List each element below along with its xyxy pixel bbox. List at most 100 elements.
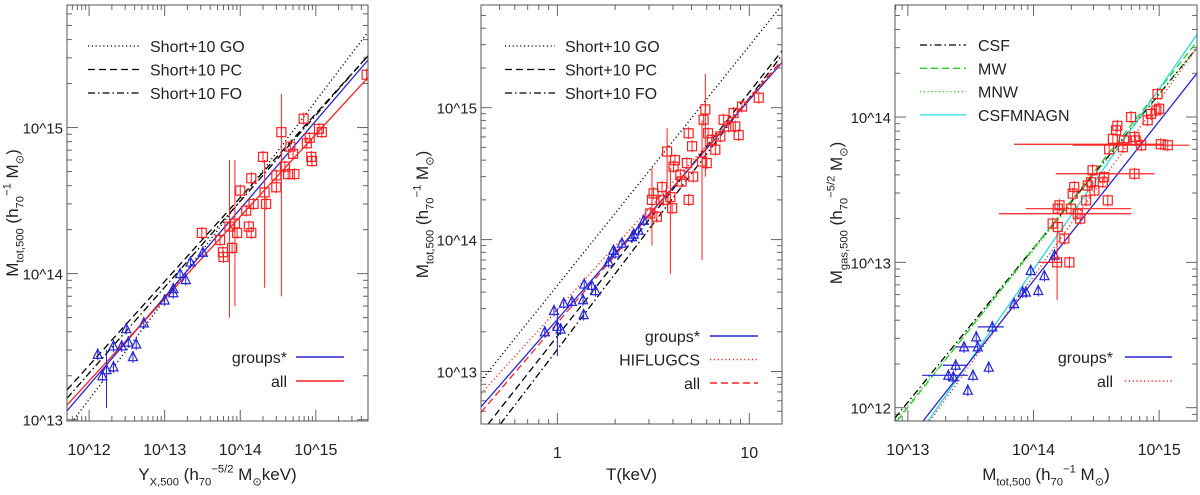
label-segment: ) (827, 142, 846, 148)
label-segment: X,500 (150, 476, 179, 488)
data-point-square (703, 128, 714, 139)
x-tick-label: 10^15 (1138, 442, 1181, 459)
data-point-square (665, 191, 676, 203)
data-point-square (1075, 213, 1086, 224)
data-point-square (257, 151, 269, 162)
label-segment: −5/2 (211, 463, 233, 475)
data-point-triangle (603, 255, 615, 267)
data-point-square (1145, 108, 1157, 120)
label-segment: (h (1031, 465, 1051, 484)
label-segment: ) (1104, 465, 1110, 484)
data-point-square (298, 113, 309, 124)
legend-label-groups-: groups* (645, 329, 700, 346)
fit-line-all (929, 47, 1197, 421)
legend-label-short-10-pc: Short+10 PC (150, 63, 242, 80)
panel-1: 10^12 10^13 10^14 10^15 10^13 10^14 10^15 YX,50… (1, 4, 369, 488)
data-point-triangle (967, 368, 979, 380)
data-point-square (668, 161, 679, 172)
plot-area (895, 34, 1197, 421)
data-point-square (248, 198, 259, 210)
data-point-triangle (558, 296, 570, 308)
data-point-square (316, 127, 327, 138)
axis-ticks (67, 5, 368, 421)
data-point-square (361, 69, 368, 80)
data-point-square (1129, 131, 1140, 142)
data-point-square (1154, 103, 1165, 114)
data-point-triangle (197, 245, 209, 257)
data-point-square (669, 155, 681, 166)
data-point-triangle (127, 350, 139, 362)
data-point-square (645, 208, 656, 219)
plot-area (481, 5, 782, 424)
label-segment: (h (179, 465, 199, 484)
data-point-square (287, 148, 299, 160)
data-point-square (651, 211, 663, 222)
data-point-triangle (174, 267, 186, 279)
label-segment: (h (413, 210, 432, 230)
legend-label-hiflugcs: HIFLUGCS (619, 353, 700, 370)
data-point-square (304, 132, 315, 143)
data-point-square (261, 198, 272, 210)
label-segment: keV) (262, 465, 297, 484)
legend-label-short-10-fo: Short+10 FO (565, 86, 657, 103)
data-point-triangle (590, 284, 601, 296)
data-point-triangle (107, 360, 119, 372)
data-point-square (1151, 105, 1162, 116)
legend-label-groups-: groups* (1058, 350, 1113, 367)
fit-line-short-10-fo (67, 55, 368, 399)
data-point-square (681, 157, 693, 169)
label-segment: 70 (199, 476, 211, 488)
x-axis-label: Mtot,500 (h70−1 M⊙) (982, 463, 1110, 488)
x-tick-label: 10^14 (219, 442, 262, 459)
legend-label-all: all (1097, 374, 1113, 391)
data-point-triangle (950, 358, 962, 370)
label-segment: 70 (424, 197, 436, 209)
data-point-triangle (566, 295, 578, 306)
data-point-square (1155, 139, 1166, 150)
data-point-triangle (1020, 285, 1032, 297)
x-tick-label: 10^13 (886, 442, 929, 459)
fit-line-hiflugcs (481, 62, 782, 395)
data-point-triangle (101, 363, 112, 375)
label-segment: M (1076, 465, 1095, 484)
data-point-square (218, 251, 229, 263)
legend-label-groups-: groups* (232, 350, 287, 367)
x-tick-label: 1 (553, 445, 562, 462)
data-point-square (1102, 195, 1113, 206)
data-point-triangle (586, 278, 598, 290)
data-point-triangle (555, 322, 567, 334)
fit-line-all (481, 59, 782, 413)
data-point-square (700, 104, 711, 115)
data-point-square (688, 171, 699, 182)
data-point-triangle (185, 255, 197, 267)
data-point-square (733, 129, 744, 141)
data-point-square (1067, 188, 1078, 199)
plot-frame (66, 4, 369, 422)
x-tick-label: 10^12 (68, 442, 111, 459)
data-point-triangle (638, 213, 650, 225)
data-point-square (1052, 221, 1063, 233)
data-point-square (1059, 233, 1070, 244)
panel-2: 1 10 10^13 10^14 10^15 T(keV) Mtot,500 (h70−1 … (411, 4, 783, 484)
data-point-triangle (107, 339, 119, 351)
data-point-square (1080, 195, 1092, 206)
label-segment: M (3, 164, 22, 183)
y-tick-label: 10^13 (851, 255, 891, 272)
y-tick-label: 10^14 (851, 110, 891, 127)
data-point-triangle (1038, 269, 1050, 281)
panel-3: 10^13 10^14 10^15 10^12 10^13 10^14 Mtot,500 (… (825, 4, 1198, 488)
data-point-square (1129, 168, 1140, 179)
label-segment: ⊙ (1095, 476, 1104, 488)
data-point-triangle (970, 330, 982, 342)
data-point-triangle (539, 325, 551, 337)
data-point-square (235, 185, 246, 196)
label-segment: 70 (14, 196, 26, 208)
label-segment: 70 (838, 198, 850, 210)
y-axis-label: Mtot,500 (h70−1 M⊙) (411, 151, 436, 279)
data-point-square (1126, 111, 1137, 123)
data-point-triangle (577, 293, 589, 305)
data-point-triangle (92, 348, 104, 359)
legend-label-mnw: MNW (978, 85, 1019, 102)
legend-label-mw: MW (978, 61, 1007, 78)
